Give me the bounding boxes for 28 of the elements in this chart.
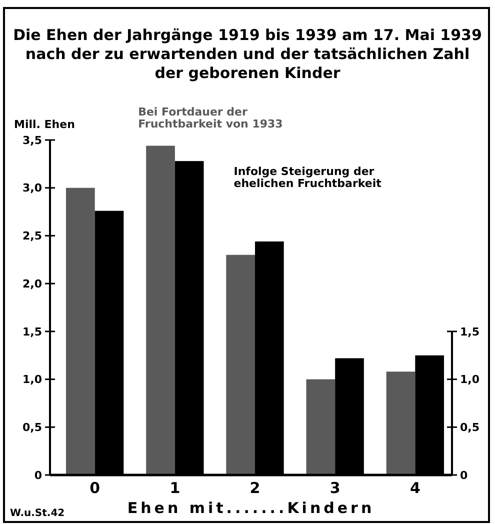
- y-tick-label: 2,0: [22, 277, 42, 290]
- x-tick-label: 3: [330, 479, 340, 497]
- y2-tick-label: 0,5: [460, 420, 480, 434]
- bar: [226, 254, 255, 475]
- x-tick-label: 0: [90, 479, 100, 497]
- bar: [66, 188, 95, 475]
- bar: [306, 379, 336, 475]
- chart-title: Die Ehen der Jahrgänge 1919 bis 1939 am 17. Mai 1939 nach der zu erwartenden und der tatsächlichen Zahl der geborenen Kinder: [13, 26, 482, 82]
- series-label: Bei Fortdauer der Fruchtbarkeit von 1933: [138, 106, 283, 131]
- y-tick-label: 3,5: [22, 134, 42, 147]
- text: W.u.St.42: [10, 508, 65, 519]
- y-tick-label: 2,5: [22, 230, 42, 243]
- bar: [386, 372, 416, 475]
- y2-tick-label: 0: [460, 468, 468, 482]
- y-tick-label: 1,0: [22, 373, 42, 386]
- x-axis-title: Ehen mit.......Kindern: [127, 499, 375, 517]
- y-tick-label: 0: [34, 468, 42, 482]
- y2-tick-label: 1,0: [460, 373, 480, 386]
- y-axis-title: Mill. Ehen: [14, 118, 75, 131]
- y-tick-label: 0,5: [22, 420, 42, 434]
- x-tick-label: 1: [170, 479, 180, 497]
- bar: [146, 146, 175, 475]
- x-tick-label: 4: [410, 479, 420, 497]
- y-tick-label: 1,5: [22, 325, 42, 338]
- y2-tick-label: 1,5: [460, 325, 480, 338]
- x-tick-label: 2: [250, 479, 260, 497]
- y-tick-label: 3,0: [22, 182, 42, 195]
- text: Infolge Steigerung der ehelichen Fruchtbarkeit: [234, 165, 382, 190]
